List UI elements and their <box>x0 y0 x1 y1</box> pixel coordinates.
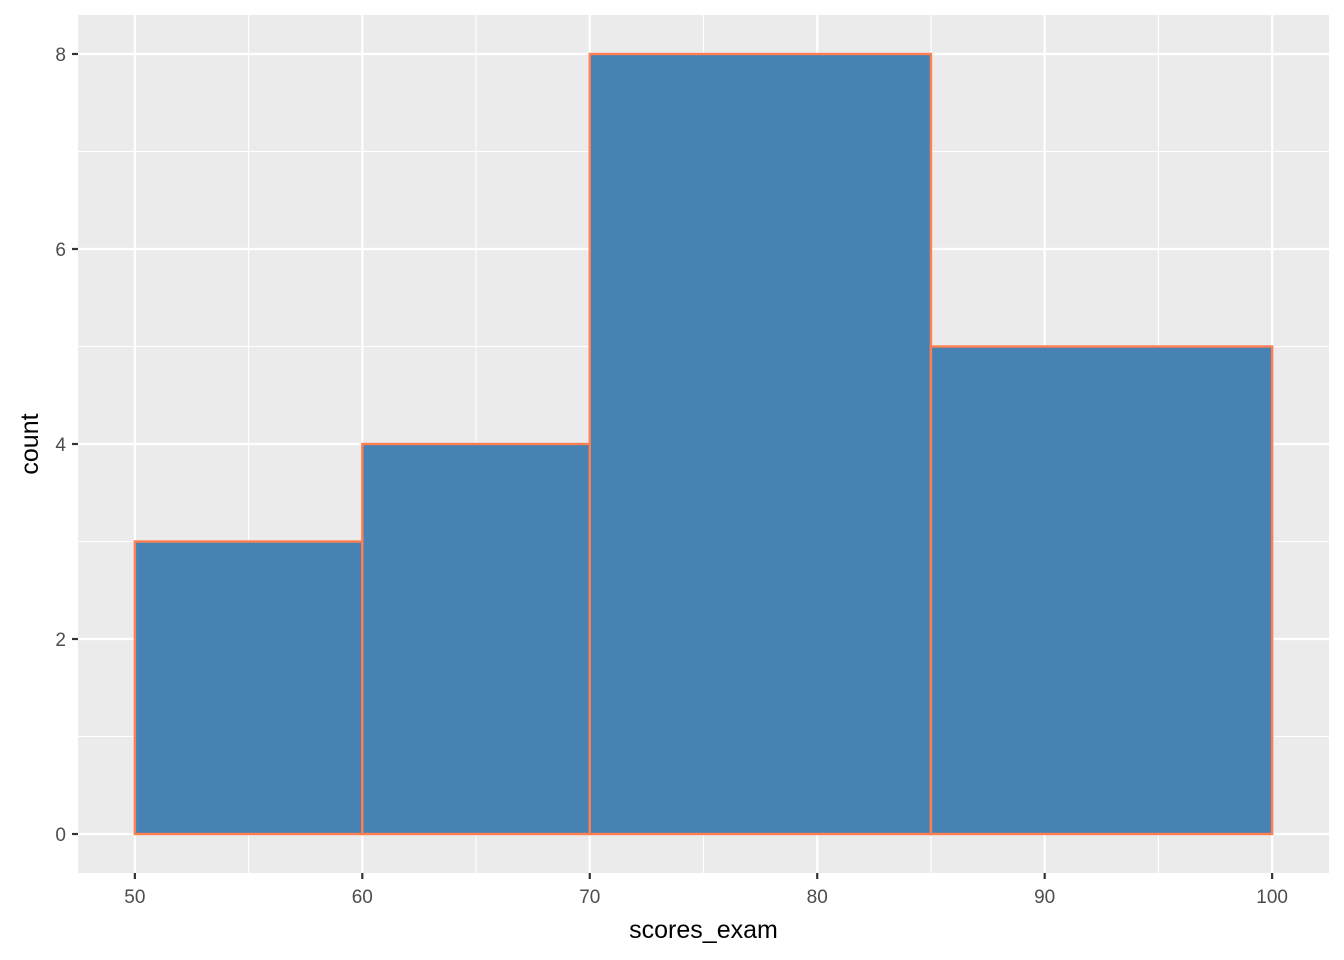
x-tick-label: 50 <box>124 887 145 908</box>
x-axis: 50 60 70 80 90 100 <box>124 873 1288 908</box>
histogram-bar <box>133 540 364 836</box>
x-tick-label: 60 <box>352 887 373 908</box>
y-tick-label: 8 <box>55 45 66 66</box>
histogram-bars <box>133 52 1274 836</box>
histogram-bar <box>588 52 933 836</box>
histogram-bar <box>361 442 591 836</box>
y-axis: 0 2 4 6 8 <box>55 45 78 846</box>
x-tick-label: 100 <box>1256 887 1288 908</box>
y-axis-title: count <box>16 413 44 474</box>
y-tick-label: 6 <box>55 240 66 261</box>
x-tick-label: 70 <box>579 887 600 908</box>
y-tick-label: 4 <box>55 435 66 456</box>
x-axis-title: scores_exam <box>629 916 778 944</box>
y-tick-label: 0 <box>55 825 66 846</box>
y-tick-label: 2 <box>55 630 66 651</box>
x-tick-label: 90 <box>1034 887 1055 908</box>
histogram-bar <box>929 345 1274 836</box>
x-tick-label: 80 <box>807 887 828 908</box>
